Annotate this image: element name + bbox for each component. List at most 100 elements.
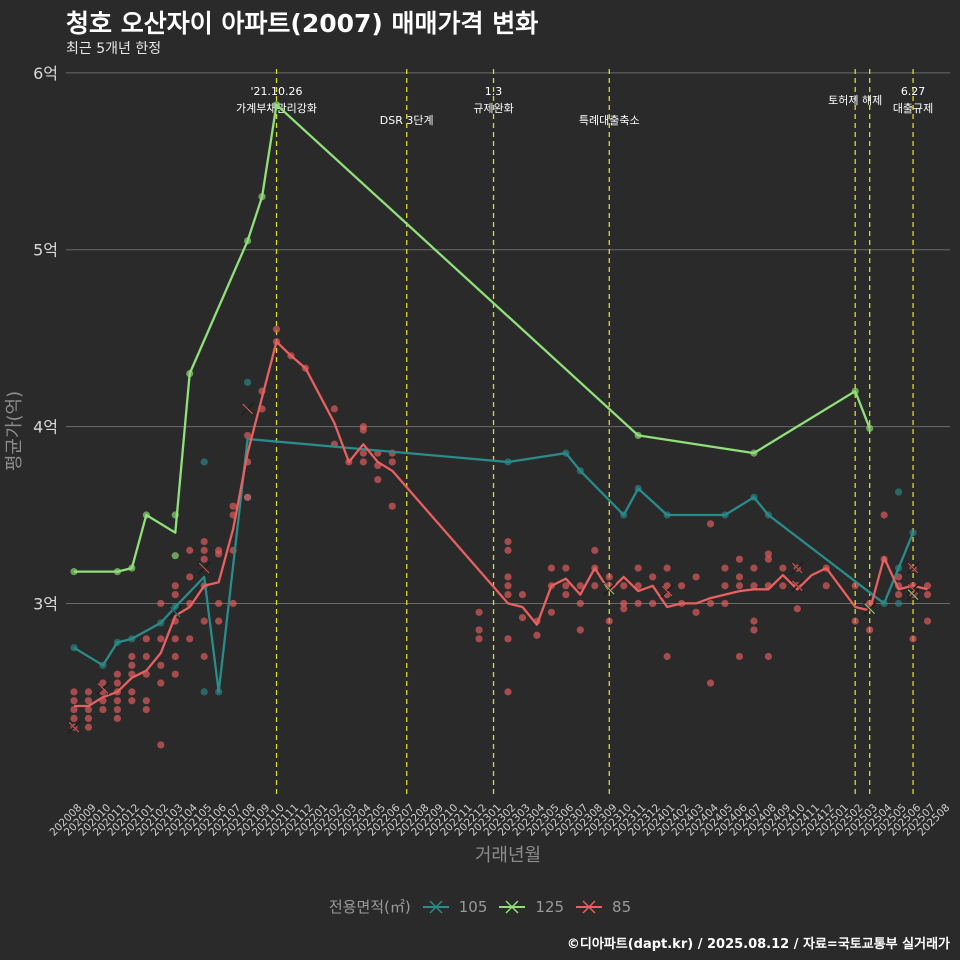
event-label: '21.10.26 xyxy=(251,85,303,98)
cross-stroke xyxy=(198,562,210,574)
data-point-105 xyxy=(200,688,208,696)
data-point-85 xyxy=(99,679,107,687)
source-caption: ©디아파트(dapt.kr) / 2025.08.12 / 자료=국토교통부 실… xyxy=(566,937,950,952)
data-point-85 xyxy=(157,599,165,608)
data-point-85 xyxy=(764,652,773,661)
data-point-85 xyxy=(200,537,208,546)
cross-stroke xyxy=(864,603,876,615)
cross-marker-125 xyxy=(602,582,616,596)
data-point-85 xyxy=(244,493,252,501)
data-point-85 xyxy=(706,520,715,528)
data-point-85 xyxy=(215,550,223,558)
data-point-85 xyxy=(822,582,830,590)
data-point-85 xyxy=(171,652,179,661)
y-tick-label: 4억 xyxy=(33,418,58,437)
data-point-85 xyxy=(84,688,93,696)
legend-item-105: 105 xyxy=(421,897,487,917)
data-point-85 xyxy=(605,573,613,581)
series-line-85 xyxy=(74,340,928,708)
event-label: DSR 3단계 xyxy=(380,114,434,127)
data-point-85 xyxy=(562,564,570,572)
data-point-85 xyxy=(142,652,150,661)
data-point-85 xyxy=(70,705,78,714)
data-point-85 xyxy=(229,599,237,608)
data-point-85 xyxy=(229,502,237,510)
data-point-85 xyxy=(215,599,223,608)
data-point-85 xyxy=(735,555,744,563)
legend-label: 125 xyxy=(535,897,565,916)
cross-marker-105 xyxy=(168,605,182,619)
data-point-85 xyxy=(171,670,179,678)
data-point-85 xyxy=(504,537,512,546)
cross-stroke xyxy=(97,682,109,694)
data-point-125 xyxy=(171,552,179,560)
x-axis-title: 거래년월 xyxy=(475,845,541,866)
cross-stroke xyxy=(603,583,615,595)
data-point-85 xyxy=(605,617,613,625)
series-line-125 xyxy=(74,103,871,573)
cross-stroke xyxy=(907,589,919,600)
data-point-85 xyxy=(750,617,758,625)
data-point-85 xyxy=(374,476,382,484)
event-label: 6.27 xyxy=(901,85,926,98)
data-point-85 xyxy=(113,705,121,714)
series-line-105 xyxy=(73,437,915,694)
data-point-85 xyxy=(504,635,512,643)
data-point-85 xyxy=(692,573,700,581)
data-point-85 xyxy=(735,582,744,590)
data-point-85 xyxy=(620,582,628,590)
data-point-85 xyxy=(388,458,396,466)
cross-stroke xyxy=(242,403,253,415)
data-point-85 xyxy=(84,697,93,705)
data-point-85 xyxy=(142,705,150,714)
cross-marker-85 xyxy=(906,582,920,596)
data-point-85 xyxy=(923,582,932,590)
data-point-85 xyxy=(591,582,599,590)
cross-marker-85 xyxy=(660,584,674,598)
data-point-85 xyxy=(113,670,121,678)
data-point-85 xyxy=(171,582,179,590)
legend-key-icon xyxy=(422,899,449,914)
cross-stroke xyxy=(791,580,803,592)
cross-stroke xyxy=(791,562,803,574)
legend-title: 전용면적(㎡) xyxy=(328,898,411,916)
data-point-85 xyxy=(359,449,367,457)
data-point-85 xyxy=(70,688,78,696)
y-tick-label: 3억 xyxy=(33,594,58,613)
data-point-85 xyxy=(518,613,527,622)
data-point-85 xyxy=(721,599,729,608)
data-point-85 xyxy=(576,582,584,590)
data-point-85 xyxy=(562,582,570,590)
data-point-85 xyxy=(518,591,527,599)
data-point-85 xyxy=(99,705,107,714)
data-point-85 xyxy=(750,582,758,590)
data-point-85 xyxy=(663,582,671,590)
data-point-85 xyxy=(562,591,570,599)
y-tick-label: 6억 xyxy=(33,64,58,83)
event-label: 규제완화 xyxy=(473,102,513,115)
cross-stroke xyxy=(68,721,80,733)
legend-item-85: 85 xyxy=(574,897,631,917)
data-point-85 xyxy=(128,661,136,669)
data-point-85 xyxy=(706,679,715,687)
data-point-85 xyxy=(880,511,888,519)
data-point-85 xyxy=(157,661,165,669)
cross-stroke xyxy=(169,606,181,618)
data-point-85 xyxy=(475,626,483,634)
data-point-85 xyxy=(909,635,917,643)
data-point-105 xyxy=(895,599,903,608)
data-point-85 xyxy=(764,550,773,558)
data-point-85 xyxy=(171,591,179,599)
data-point-85 xyxy=(504,582,512,590)
cross-marker-85 xyxy=(96,681,110,695)
data-point-85 xyxy=(663,564,671,572)
data-point-85 xyxy=(678,582,686,590)
cross-marker-85 xyxy=(241,402,255,416)
event-label: 대출규제 xyxy=(893,102,933,115)
data-point-85 xyxy=(171,635,179,643)
data-point-85 xyxy=(359,426,367,434)
data-point-85 xyxy=(750,564,758,572)
data-point-85 xyxy=(84,705,93,714)
event-label: 특례대출축소 xyxy=(579,114,640,127)
